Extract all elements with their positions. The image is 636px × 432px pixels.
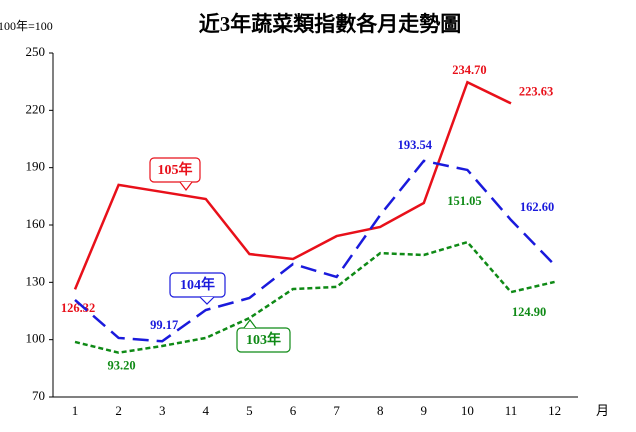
x-tick-label: 8 [377,403,384,418]
data-label: 151.05 [447,194,481,208]
chart-title: 近3年蔬菜類指數各月走勢圖 [199,12,462,36]
data-label: 234.70 [452,63,486,77]
series-line [74,240,555,354]
data-label: 223.63 [519,84,553,98]
y-tick-label: 160 [26,216,46,231]
y-axis-label: 100年=100 [0,19,53,33]
data-label: 126.32 [61,301,95,315]
legend-label: 103年 [246,331,281,348]
data-label: 124.90 [512,305,546,319]
data-label: 99.17 [150,318,178,332]
x-tick-label: 5 [246,403,253,418]
legend-pointer [199,296,215,305]
data-label: 93.20 [108,359,136,373]
data-label: 162.60 [520,200,554,214]
x-tick-label: 12 [548,403,561,418]
y-tick-label: 130 [26,273,46,288]
data-label: 193.54 [398,138,433,152]
legend-pointer [243,319,257,329]
legend-pointer [179,181,193,191]
series-line [74,159,556,343]
x-tick-label: 7 [333,403,340,418]
y-tick-label: 70 [32,388,45,403]
y-tick-label: 220 [26,101,46,116]
legend-label: 104年 [180,276,215,293]
y-tick-label: 250 [26,44,46,59]
legend-label: 105年 [158,161,193,178]
x-tick-label: 3 [159,403,166,418]
x-tick-label: 4 [203,403,210,418]
legend-box [169,272,226,298]
x-tick-label: 2 [115,403,122,418]
x-tick-label: 11 [505,403,518,418]
x-axis-label: 月 [596,403,609,418]
series-line [73,80,512,290]
x-tick-label: 6 [290,403,297,418]
legend-box [236,327,291,353]
x-tick-label: 1 [72,403,79,418]
x-tick-label: 10 [461,403,474,418]
x-tick-label: 9 [421,403,428,418]
y-tick-label: 100 [26,331,46,346]
legend-box [149,157,201,183]
y-tick-label: 190 [26,159,46,174]
